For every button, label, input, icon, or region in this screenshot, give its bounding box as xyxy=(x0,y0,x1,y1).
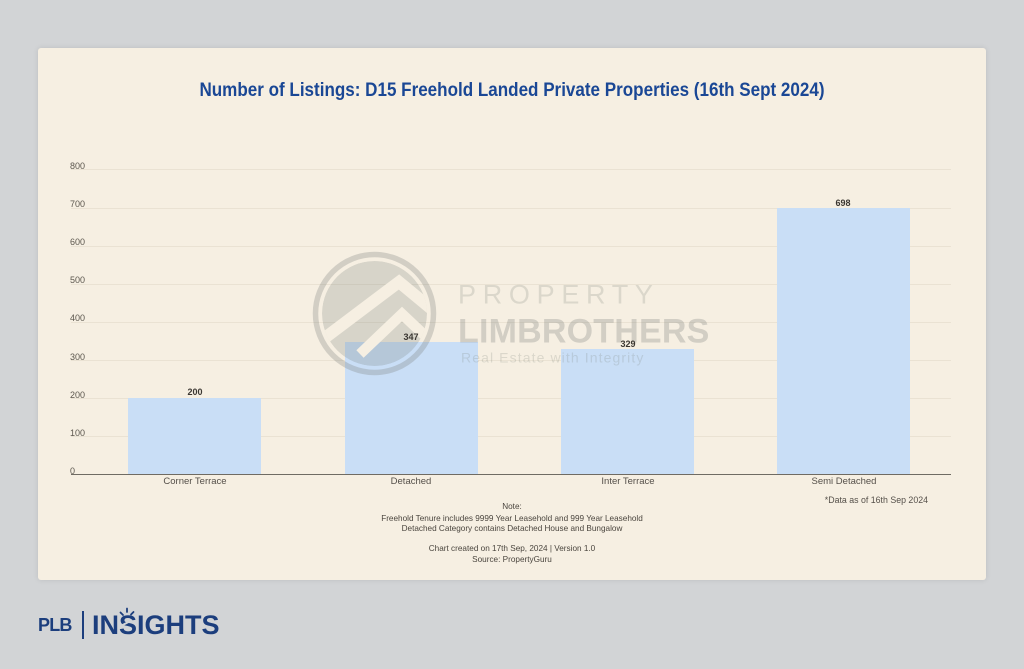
svg-text:Real Estate with Integrity: Real Estate with Integrity xyxy=(461,350,644,366)
svg-text:PROPERTY: PROPERTY xyxy=(458,280,660,310)
svg-text:LIMBROTHERS: LIMBROTHERS xyxy=(458,313,710,351)
